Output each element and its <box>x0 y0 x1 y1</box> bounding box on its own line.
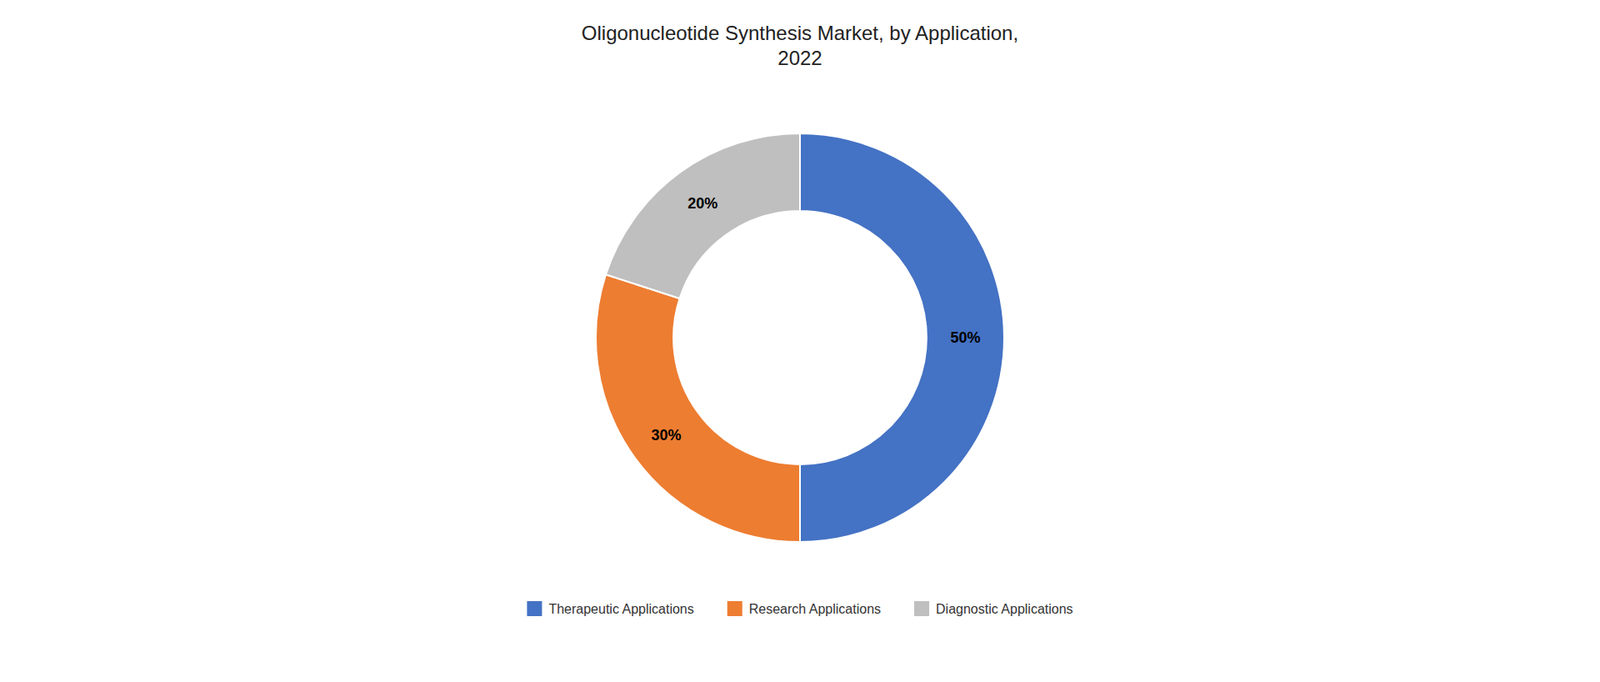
data-label: 50% <box>950 329 980 346</box>
legend-item: Research Applications <box>727 600 881 616</box>
legend-item: Therapeutic Applications <box>526 600 694 616</box>
legend-label: Research Applications <box>749 601 881 616</box>
data-labels: 50% 30% 20% <box>650 195 980 443</box>
legend-swatch <box>526 600 542 616</box>
legend-label: Therapeutic Applications <box>548 601 694 616</box>
title-line: Oligonucleotide Synthesis Market, by App… <box>581 21 1019 45</box>
slice <box>595 274 800 542</box>
data-label: 30% <box>650 426 681 444</box>
background <box>0 0 1600 682</box>
legend-swatch <box>727 600 743 616</box>
legend-swatch <box>914 600 930 616</box>
legend-item: Diagnostic Applications <box>914 600 1074 616</box>
slice <box>800 133 1005 542</box>
legend: Therapeutic Applications Research Applica… <box>526 600 1073 616</box>
data-label: 20% <box>687 195 718 212</box>
title-line: 2022 <box>777 46 822 70</box>
chart-container: Oligonucleotide Synthesis Market, by App… <box>0 0 1600 682</box>
slices <box>595 133 1005 542</box>
legend-label: Diagnostic Applications <box>935 601 1074 616</box>
slice <box>605 133 800 299</box>
chart-svg: Oligonucleotide Synthesis Market, by App… <box>0 0 1600 682</box>
title: Oligonucleotide Synthesis Market, by App… <box>581 21 1019 70</box>
